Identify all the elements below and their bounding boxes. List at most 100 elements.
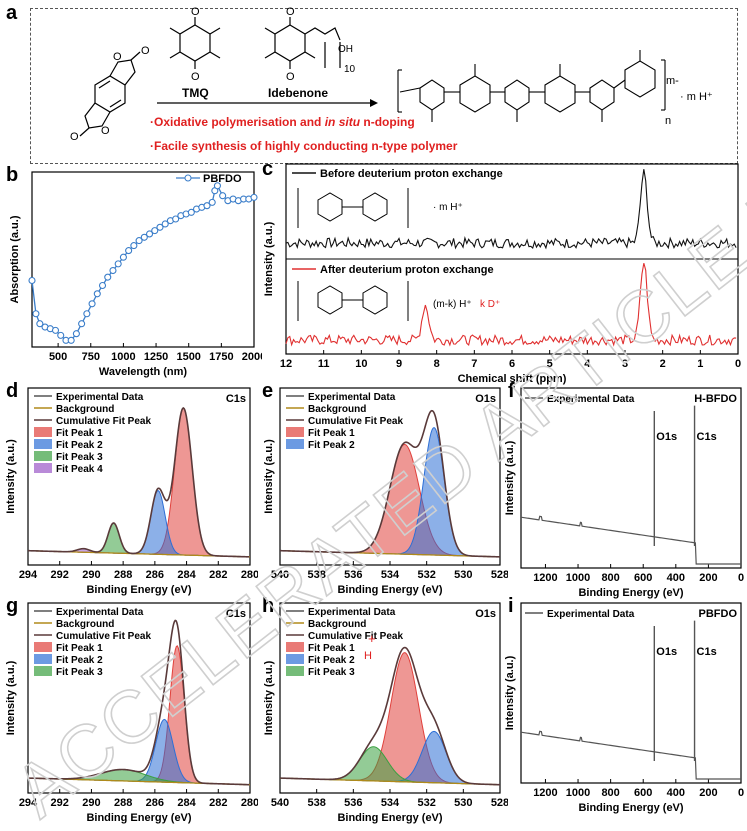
o-label: O [113,51,122,63]
legend-label: Background [56,404,114,415]
structure-sketch [297,281,409,321]
data-point [109,266,117,275]
data-point [98,281,107,290]
legend-swatch [286,654,304,664]
legend-swatch [34,666,52,676]
x-tick-label: 528 [491,569,508,581]
polymer-repeat: n [665,115,671,127]
polymer-charge: m- [666,75,679,87]
data-point [156,223,164,231]
cumulative-fit-line [279,409,501,558]
survey-trace [520,730,741,780]
x-tick-label: 750 [82,351,100,363]
o-label: O [141,45,150,57]
polymer-structure [397,50,666,122]
x-tick-label: 530 [454,569,472,581]
x-tick-label: 286 [146,797,164,809]
data-point [104,273,112,281]
legend-label: Fit Peak 1 [56,428,103,439]
x-tick-label: 1500 [176,351,200,363]
data-point [88,300,96,308]
panel-label-i: i [508,595,514,617]
monomer-structure [79,51,141,137]
data-point [57,331,65,339]
x-tick-label: 536 [344,797,362,809]
idebenone-structure [264,17,341,69]
legend-label: Fit Peak 1 [308,428,355,439]
data-point [208,198,216,206]
data-point [140,233,148,241]
x-tick-label: 6 [509,358,515,370]
chart-i-survey: 1200 1000 800 600 400 200 0 Binding Energy (eV)… [505,602,744,814]
counterion-after-h: (m-k) H⁺ [433,299,472,310]
legend-label: Experimental Data [308,607,396,618]
legend-label: Background [308,404,366,415]
data-point [78,320,86,328]
x-tick-label: 200 [699,787,717,799]
x-tick-label: 528 [491,797,508,809]
cumulative-fit-line [27,619,250,786]
x-tick-label: 1000 [566,787,590,799]
x-tick-label: 540 [271,797,289,809]
legend-label: Experimental Data [56,607,144,618]
legend-label: Fit Peak 2 [308,655,355,666]
x-axis-label: Chemical shift (ppm) [458,373,567,385]
plot-frame [27,602,251,794]
fit-peak-1 [279,443,501,558]
core-level-label: O1s [656,431,677,443]
legend-label: PBFDO [203,173,242,185]
x-tick-label: 280 [241,569,258,581]
panel-label-b: b [6,164,19,186]
legend-swatch [286,666,304,676]
x-tick-label: 1000 [111,351,135,363]
x-tick-label: 9 [396,358,402,370]
spectrum-annotation: H-BFDO [694,393,737,405]
x-tick-label: 538 [307,797,325,809]
data-point [125,247,133,255]
y-axis-label: Intensity (a.u.) [505,440,516,515]
core-level-label: C1s [697,646,717,658]
x-tick-label: 284 [177,569,196,581]
plot-frame [520,602,742,784]
legend-label: Fit Peak 1 [308,643,355,654]
core-level-label: O1s [656,646,677,658]
legend-label: Background [56,619,114,630]
legend-label-after: After deuterium proton exchange [320,264,494,276]
polymer-counterion: · m H⁺ [680,91,713,103]
x-axis-label: Binding Energy (eV) [86,812,191,824]
legend-label: Fit Peak 2 [56,655,103,666]
spectrum-annotation: O1s [475,393,496,405]
legend-label-before: Before deuterium proton exchange [320,168,503,180]
spectrum-annotation: PBFDO [699,608,738,620]
x-tick-label: 12 [280,358,292,370]
bullet-1: ·Oxidative polymerisation and in situ n-… [150,115,415,129]
data-point [32,310,40,318]
y-axis-label: Intensity (a.u.) [5,660,17,735]
x-tick-label: 538 [307,569,325,581]
x-tick-label: 532 [417,797,435,809]
panel-label-d: d [6,380,19,402]
data-point [130,242,138,250]
legend-swatch [34,427,52,437]
reaction-scheme: O O O O O O TMQ O O OH 10 Idebenone ·Oxi… [70,6,713,153]
x-tick-label: 1200 [533,572,557,584]
legend-swatch [286,642,304,652]
legend-swatch [286,439,304,449]
y-axis-label: Intensity (a.u.) [263,439,275,514]
data-point [114,260,122,268]
x-tick-label: 530 [454,797,472,809]
ring [362,285,388,315]
data-point [187,208,195,216]
legend-label: Cumulative Fit Peak [56,631,151,642]
legend-label: Fit Peak 4 [56,464,103,475]
legend-label: Fit Peak 3 [56,452,103,463]
x-tick-label: 288 [114,797,132,809]
x-tick-label: 4 [584,358,591,370]
x-tick-label: 7 [471,358,477,370]
core-level-label: C1s [697,431,717,443]
x-tick-label: 280 [241,797,258,809]
x-tick-label: 282 [209,569,227,581]
chart-d-c1s: 294 292 290 288 286 284 282 280 Binding Energy (… [5,387,258,596]
chart-h-o1s: 540 538 536 534 532 530 528 Binding Energy (eV)… [263,602,508,824]
x-axis-label: Binding Energy (eV) [337,584,442,596]
